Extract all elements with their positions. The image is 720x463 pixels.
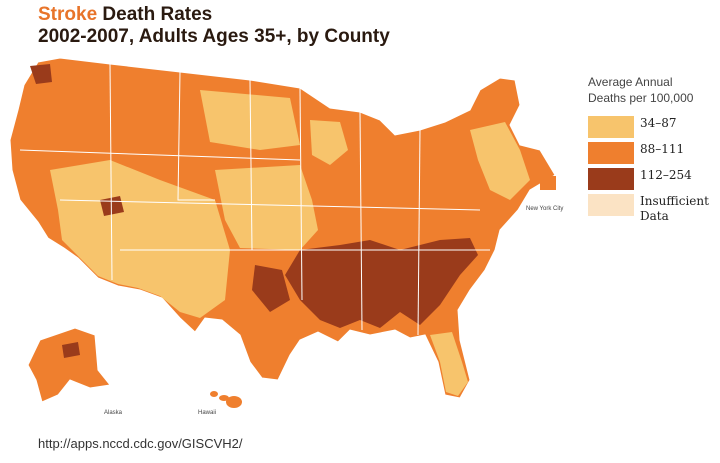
plains-low-region [215,165,318,250]
source-url: http://apps.nccd.cdc.gov/GISCVH2/ [38,436,243,451]
title-line: Stroke Death Rates [38,4,390,26]
hawaii-shape [210,391,242,408]
legend-swatch [588,194,634,216]
legend-swatch [588,168,634,190]
northwest-high-spot [30,64,52,84]
map-title: Stroke Death Rates 2002-2007, Adults Age… [38,4,390,48]
northeast-low-region [470,122,530,200]
legend-swatch [588,142,634,164]
alaska-shape [27,327,111,403]
legend-swatch [588,116,634,138]
legend-label: 88–111 [640,142,685,156]
alaska-high-spot [62,342,80,358]
map-legend: Average Annual Deaths per 100,000 34–87 8… [588,74,718,223]
state-boundaries [19,63,490,336]
legend-item: 34–87 [588,116,677,138]
legend-title-line2: Deaths per 100,000 [588,91,694,105]
legend-item: 88–111 [588,142,684,164]
us-county-map: Alaska Hawaii New York City [9,57,563,416]
legend-label: 34–87 [640,116,677,130]
title-rest: Death Rates [97,4,213,25]
upper-midwest-low-region [310,120,348,165]
hawaii-label: Hawaii [198,410,216,416]
legend-label: 112–254 [640,168,692,182]
legend-item: 112–254 [588,168,692,190]
legend-label: Insufficient Data [640,194,709,223]
florida-low-region [430,332,468,396]
legend-item: Insufficient Data [588,194,718,224]
nyc-inset [540,176,556,190]
legend-title-line1: Average Annual [588,75,673,89]
texas-high-region [252,265,290,312]
alaska-label: Alaska [104,410,123,416]
map-subtitle: 2002-2007, Adults Ages 35+, by County [38,26,390,47]
stroke-belt-high-region [285,238,478,328]
title-highlight: Stroke [38,4,98,25]
new-york-city-label: New York City [526,206,563,212]
